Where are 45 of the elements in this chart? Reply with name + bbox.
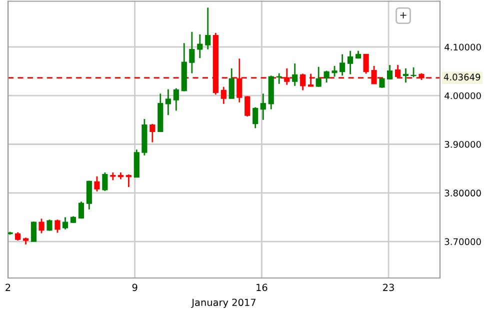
candlestick [94, 176, 100, 192]
candlestick [30, 220, 37, 242]
candlestick [86, 180, 92, 210]
candlestick [332, 65, 338, 78]
candlestick [228, 68, 234, 100]
x-tick-label: 9 [132, 284, 138, 292]
y-tick-label: 4.10000 [444, 44, 481, 51]
candlestick [205, 6, 211, 50]
x-tick-label: 23 [383, 284, 394, 292]
annotation: + [400, 12, 406, 18]
candlestick [62, 216, 68, 230]
candlestick [324, 70, 330, 84]
candlestick [260, 92, 266, 121]
x-tick-label: 2 [6, 284, 10, 291]
candlestick [387, 64, 393, 80]
candlestick [379, 76, 385, 89]
y-tick-label: 3.80000 [444, 190, 481, 196]
candlestick [150, 123, 156, 143]
x-tick-label: 16 [256, 284, 268, 292]
candlestick [54, 218, 60, 234]
candlestick [38, 218, 44, 234]
candlestick [348, 50, 354, 75]
candlestick [292, 62, 298, 87]
candlestick [363, 54, 369, 74]
y-tick-label: 3.70000 [444, 238, 481, 246]
candlestick [197, 34, 203, 59]
candlestick [316, 66, 322, 88]
candlestick [220, 86, 226, 105]
candlestick [78, 200, 84, 220]
x-axis-title: January 2017 [191, 298, 256, 308]
candlestick [402, 68, 409, 84]
ref-line-label: 4.03649 [444, 74, 480, 80]
candlestick [126, 174, 132, 188]
candlestick [189, 31, 195, 74]
y-tick-label: 4.00000 [444, 92, 481, 100]
candlestick [252, 106, 258, 129]
candlestick [173, 88, 179, 112]
candlestick [276, 72, 282, 85]
candlestick [46, 218, 52, 232]
candlestick [340, 54, 346, 76]
candlestick [410, 66, 416, 78]
y-tick-label: 3.90000 [444, 140, 481, 148]
candlestick [244, 95, 250, 118]
candlestick [102, 172, 108, 192]
candlestick [165, 88, 171, 116]
